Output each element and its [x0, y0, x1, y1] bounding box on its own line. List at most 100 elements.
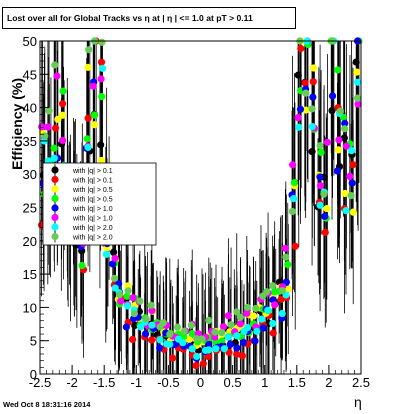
x-tick-label: 2	[325, 375, 332, 390]
legend-label: with |q| > 1.0	[72, 216, 113, 223]
y-tick-label: 15	[23, 267, 37, 282]
data-point	[308, 122, 316, 131]
data-point	[97, 141, 105, 149]
data-point	[227, 321, 235, 329]
data-point	[258, 315, 266, 323]
legend-label: with |q| > 2.0	[72, 235, 113, 242]
data-point	[193, 352, 201, 361]
x-tick-label: 1	[261, 375, 268, 390]
legend-marker	[51, 213, 59, 222]
data-point	[334, 146, 342, 154]
data-point	[188, 345, 196, 353]
legend-label: with |q| > 2.0	[72, 225, 113, 232]
data-point	[141, 330, 150, 338]
data-point	[263, 288, 271, 296]
data-point	[243, 303, 252, 312]
data-point	[353, 94, 362, 102]
data-point	[301, 79, 309, 87]
data-point	[284, 285, 292, 293]
data-point	[98, 38, 106, 46]
data-point	[238, 352, 246, 360]
data-point	[341, 119, 349, 127]
data-point	[179, 339, 187, 347]
data-point	[249, 312, 258, 320]
data-point	[335, 136, 343, 144]
data-point	[41, 132, 49, 140]
data-point	[53, 72, 61, 80]
data-point	[269, 329, 277, 337]
x-tick-label: -0.5	[157, 375, 179, 390]
data-point	[354, 100, 362, 108]
data-point	[233, 332, 241, 340]
data-point	[341, 125, 349, 133]
data-point	[328, 106, 336, 115]
data-point	[123, 292, 131, 300]
legend-label: with |q| > 0.5	[72, 197, 113, 204]
data-point	[199, 360, 207, 368]
data-point	[111, 254, 119, 262]
timestamp: Wed Oct 8 18:31:16 2014	[3, 400, 91, 409]
legend-label: with |q| > 0.5	[72, 187, 113, 194]
data-point	[224, 333, 232, 341]
data-point	[342, 207, 350, 215]
data-point	[109, 260, 117, 268]
legend-marker	[51, 223, 59, 231]
data-point	[83, 135, 91, 143]
data-point	[316, 142, 324, 150]
data-point	[278, 309, 286, 318]
data-point	[353, 68, 361, 76]
data-point	[316, 173, 324, 181]
data-point	[188, 330, 196, 338]
data-point	[102, 250, 111, 258]
data-point	[198, 335, 206, 343]
data-point	[89, 82, 97, 90]
data-point	[59, 111, 67, 119]
data-point	[58, 136, 67, 145]
y-tick-label: 40	[23, 101, 37, 116]
data-point	[84, 114, 92, 122]
legend-label: with |q| > 1.0	[72, 206, 113, 213]
y-axis-label: Efficiency (%)	[9, 78, 25, 170]
legend-marker	[51, 175, 59, 184]
legend-label: with |q| > 0.1	[72, 168, 113, 175]
data-point	[333, 167, 342, 175]
x-tick-label: -1.5	[93, 375, 115, 390]
data-point	[321, 228, 329, 237]
data-point	[147, 301, 155, 309]
data-point	[54, 115, 62, 123]
data-point	[308, 105, 316, 113]
data-point	[211, 328, 219, 336]
data-point	[85, 46, 93, 54]
data-point	[142, 315, 150, 323]
data-point	[137, 323, 145, 331]
data-point	[218, 337, 226, 345]
data-point	[328, 92, 337, 100]
y-tick-label: 25	[23, 201, 37, 216]
data-point	[352, 58, 360, 66]
data-point	[84, 63, 92, 71]
data-point	[233, 308, 241, 316]
data-point	[294, 114, 302, 122]
data-point	[136, 297, 144, 305]
data-point	[316, 182, 325, 190]
data-point	[289, 194, 298, 203]
data-point	[323, 138, 332, 146]
data-point	[239, 338, 248, 347]
data-point	[130, 310, 138, 318]
data-point	[128, 335, 137, 344]
data-point	[316, 201, 324, 209]
data-point	[44, 123, 52, 131]
data-point	[336, 107, 344, 115]
data-point	[50, 154, 58, 162]
data-point	[90, 121, 99, 129]
data-point	[192, 362, 200, 370]
data-point	[204, 352, 212, 361]
data-point	[346, 172, 354, 180]
data-point	[302, 89, 310, 97]
data-point	[252, 304, 260, 313]
data-point	[278, 287, 286, 295]
data-point	[97, 156, 106, 165]
data-point	[180, 327, 188, 335]
y-tick-label: 45	[23, 67, 37, 82]
data-point	[58, 100, 67, 108]
